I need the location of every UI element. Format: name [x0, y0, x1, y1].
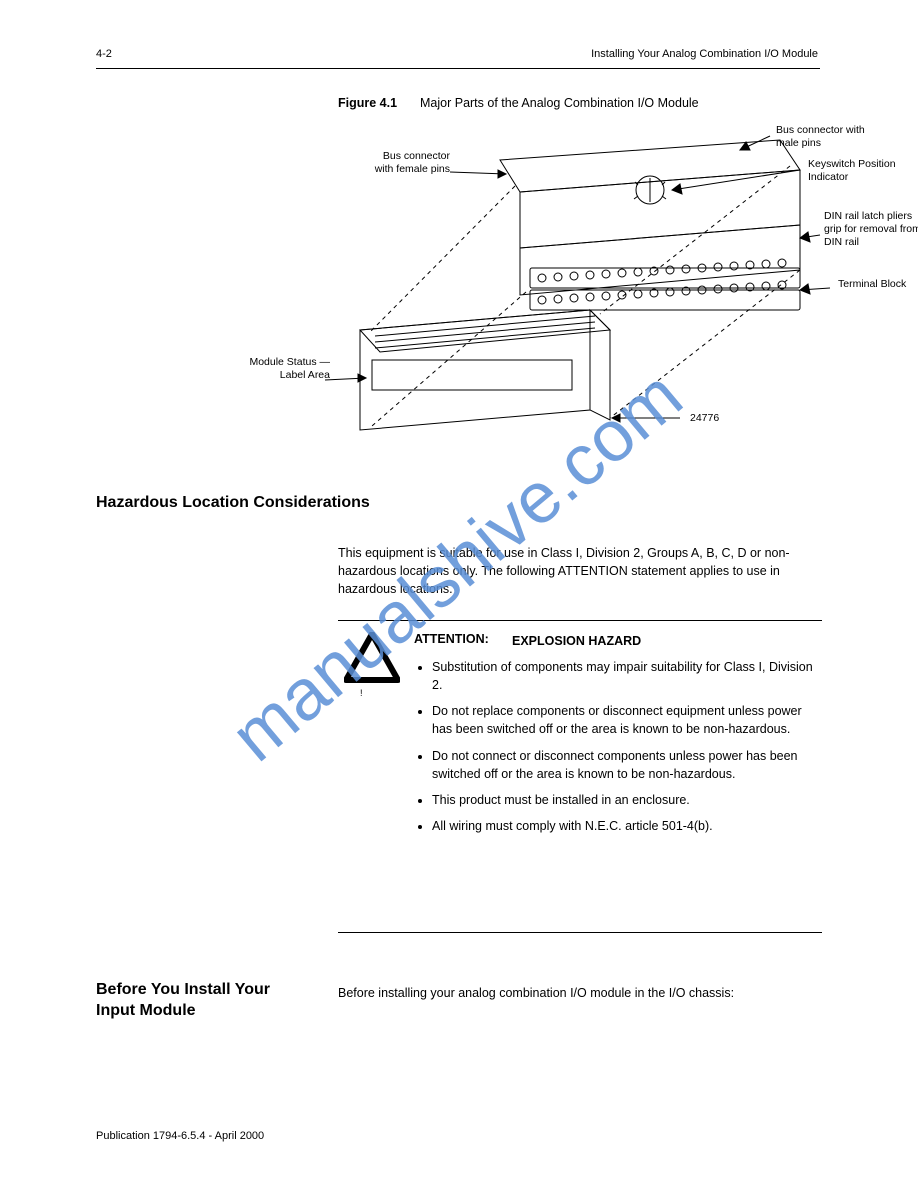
header-rule — [96, 68, 820, 69]
section-heading-hazardous: Hazardous Location Considerations — [96, 494, 370, 512]
attention-bullet: All wiring must comply with N.E.C. artic… — [432, 817, 822, 835]
attention-bullet: Do not connect or disconnect components … — [432, 747, 822, 783]
callout-bus-connector-female: Bus connectorwith female pins — [340, 150, 450, 176]
section-heading-before: Before You Install Your Input Module — [96, 980, 306, 1022]
callout-24776: 24776 — [690, 412, 719, 425]
hazardous-para1: This equipment is suitable for use in Cl… — [338, 544, 822, 598]
callout-keyswitch: Keyswitch PositionIndicator — [808, 158, 918, 184]
before-para: Before installing your analog combinatio… — [338, 984, 822, 1002]
callout-bus-connector-male: Bus connector withmale pins — [776, 124, 896, 150]
callout-terminal-block: Terminal Block — [838, 278, 918, 291]
figure-caption: Major Parts of the Analog Combination I/… — [420, 96, 699, 110]
header-page-number: 4-2 — [96, 48, 112, 60]
attention-bullet: Do not replace components or disconnect … — [432, 702, 822, 738]
attention-triangle-icon — [344, 632, 400, 684]
attention-icon-exclaim: ! — [360, 688, 363, 699]
header-title: Installing Your Analog Combination I/O M… — [591, 48, 818, 60]
figure-label: Figure 4.1 — [338, 96, 397, 110]
attention-rule-top — [338, 620, 822, 621]
attention-bullets: Substitution of components may impair su… — [432, 658, 822, 835]
attention-label: ATTENTION: — [414, 632, 489, 646]
page-root: 4-2 Installing Your Analog Combination I… — [0, 0, 918, 1188]
footer-publication: Publication 1794-6.5.4 - April 2000 — [96, 1130, 264, 1142]
callout-module-status-label: Module Status —Label Area — [230, 356, 330, 382]
callout-din-rail: DIN rail latch pliersgrip for removal fr… — [824, 210, 918, 249]
attention-bullet: Substitution of components may impair su… — [432, 658, 822, 694]
attention-rule-bottom — [338, 932, 822, 933]
attention-bullet: This product must be installed in an enc… — [432, 791, 822, 809]
attention-title: EXPLOSION HAZARD — [512, 632, 641, 650]
